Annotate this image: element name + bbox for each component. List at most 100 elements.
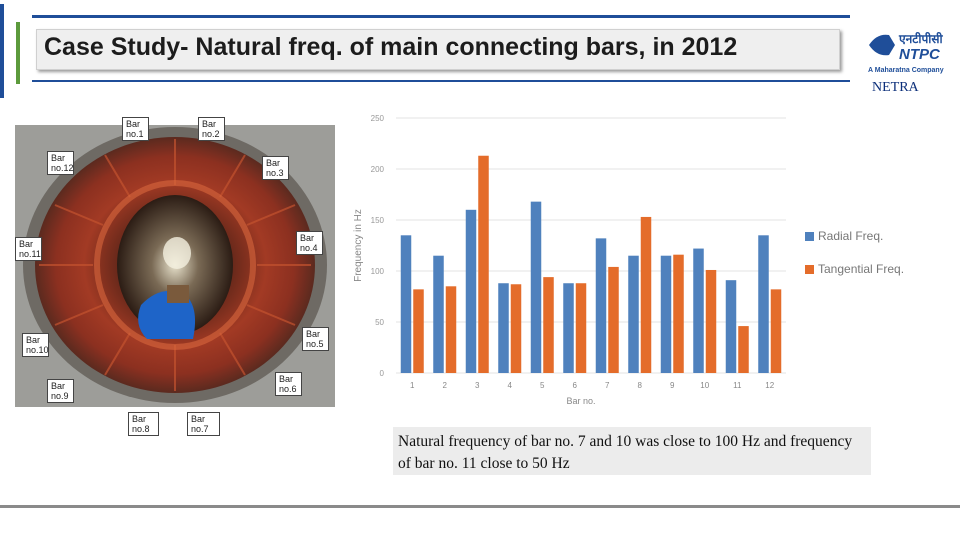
callout-line-1: Bar [191,414,206,424]
callout-line-2: no.1 [126,129,144,139]
bar-callout-7: Bar no.7 [187,412,220,436]
x-tick-label: 11 [733,381,742,390]
bar-callout-12: Bar no.12 [47,151,74,175]
bar-callout-2: Bar no.2 [198,117,225,141]
bar-radial-12 [758,235,769,373]
left-accent-bar [0,4,4,98]
legend-item-radial: Radial Freq. [805,226,904,246]
bar-radial-3 [465,209,477,373]
bar-radial-5 [530,201,542,373]
x-tick-label: 7 [605,381,610,390]
bar-radial-6 [563,283,574,373]
legend-item-tangential: Tangential Freq. [805,259,904,279]
bar-callout-9: Bar no.9 [47,379,74,403]
bar-callout-3: Bar no.3 [262,156,289,180]
bar-radial-4 [498,283,509,373]
header-rule-bottom [32,80,850,82]
bar-callout-11: Bar no.11 [15,237,42,261]
callout-line-2: no.5 [306,339,324,349]
callout-line-2: no.9 [51,391,69,401]
left-accent-bar-green [16,22,20,84]
bar-radial-11 [725,280,737,373]
x-tick-label: 2 [443,381,448,390]
callout-line-2: no.12 [51,163,74,173]
bar-tangential-5 [543,277,554,373]
bar-callout-6: Bar no.6 [275,372,302,396]
page-title: Case Study- Natural freq. of main connec… [44,33,738,61]
bar-radial-10 [693,248,704,373]
x-tick-label: 1 [410,381,415,390]
bar-radial-7 [595,238,607,373]
note-box [393,427,871,475]
x-tick-label: 10 [700,381,709,390]
bar-callout-10: Bar no.10 [22,333,49,357]
bar-callout-4: Bar no.4 [296,231,323,255]
callout-line-1: Bar [306,329,321,339]
y-tick-label: 100 [371,267,385,276]
callout-line-1: Bar [202,119,217,129]
title-box [36,29,840,70]
logo-hindi-text: एनटीपीसी [898,32,943,46]
logo-tagline: A Maharatna Company [868,67,944,74]
bar-tangential-7 [608,266,619,373]
callout-line-2: no.8 [132,424,150,434]
header-rule-top [32,15,850,18]
bar-callout-1: Bar no.1 [122,117,149,141]
callout-line-2: no.7 [191,424,209,434]
y-tick-label: 0 [380,369,385,378]
y-tick-label: 50 [375,318,384,327]
x-tick-label: 9 [670,381,675,390]
legend-label-tangential: Tangential Freq. [818,262,905,276]
x-tick-label: 8 [638,381,643,390]
callout-line-1: Bar [300,233,315,243]
callout-line-2: no.11 [19,249,41,259]
x-tick-label: 5 [540,381,545,390]
callout-line-1: Bar [279,374,294,384]
y-tick-label: 150 [371,216,385,225]
x-axis-label: Bar no. [566,396,595,406]
y-axis-label: Frequency in Hz [353,209,364,282]
callout-line-1: Bar [19,239,34,249]
bar-radial-8 [628,255,639,373]
bar-callout-8: Bar no.8 [128,412,159,436]
legend-swatch-radial [805,231,814,241]
callout-line-1: Bar [26,335,41,345]
chart-legend: Radial Freq. Tangential Freq. [805,226,904,292]
bar-callout-5: Bar no.5 [302,327,329,351]
bar-radial-2 [433,255,444,373]
bar-tangential-11 [738,326,749,373]
bar-tangential-2 [445,286,457,373]
callout-line-2: no.6 [279,384,297,394]
bar-tangential-8 [640,216,652,373]
bar-tangential-6 [575,283,587,373]
y-tick-label: 250 [371,114,385,123]
bar-tangential-12 [770,289,782,373]
legend-label-radial: Radial Freq. [818,229,884,243]
callout-line-2: no.4 [300,243,318,253]
bar-tangential-4 [510,284,522,373]
logo-text: NTPC [899,46,941,63]
callout-line-2: no.10 [26,345,49,355]
bar-radial-9 [660,255,672,373]
bar-radial-1 [400,235,412,373]
footer-rule [0,505,960,508]
callout-line-2: no.3 [266,168,284,178]
x-tick-label: 12 [765,381,774,390]
callout-line-1: Bar [132,414,147,424]
bar-tangential-1 [413,289,424,373]
note-text: Natural frequency of bar no. 7 and 10 wa… [398,433,853,472]
x-tick-label: 6 [573,381,578,390]
bar-tangential-9 [673,254,684,373]
callout-line-1: Bar [51,381,66,391]
y-tick-label: 200 [371,165,385,174]
x-tick-label: 3 [475,381,480,390]
bar-tangential-10 [705,269,717,373]
netra-label: NETRA [872,80,919,95]
bar-tangential-3 [478,155,489,373]
callout-line-2: no.2 [202,129,220,139]
callout-line-1: Bar [51,153,66,163]
callout-line-1: Bar [126,119,141,129]
x-tick-label: 4 [508,381,513,390]
ntpc-logo: एनटीपीसी NTPC [865,25,945,65]
